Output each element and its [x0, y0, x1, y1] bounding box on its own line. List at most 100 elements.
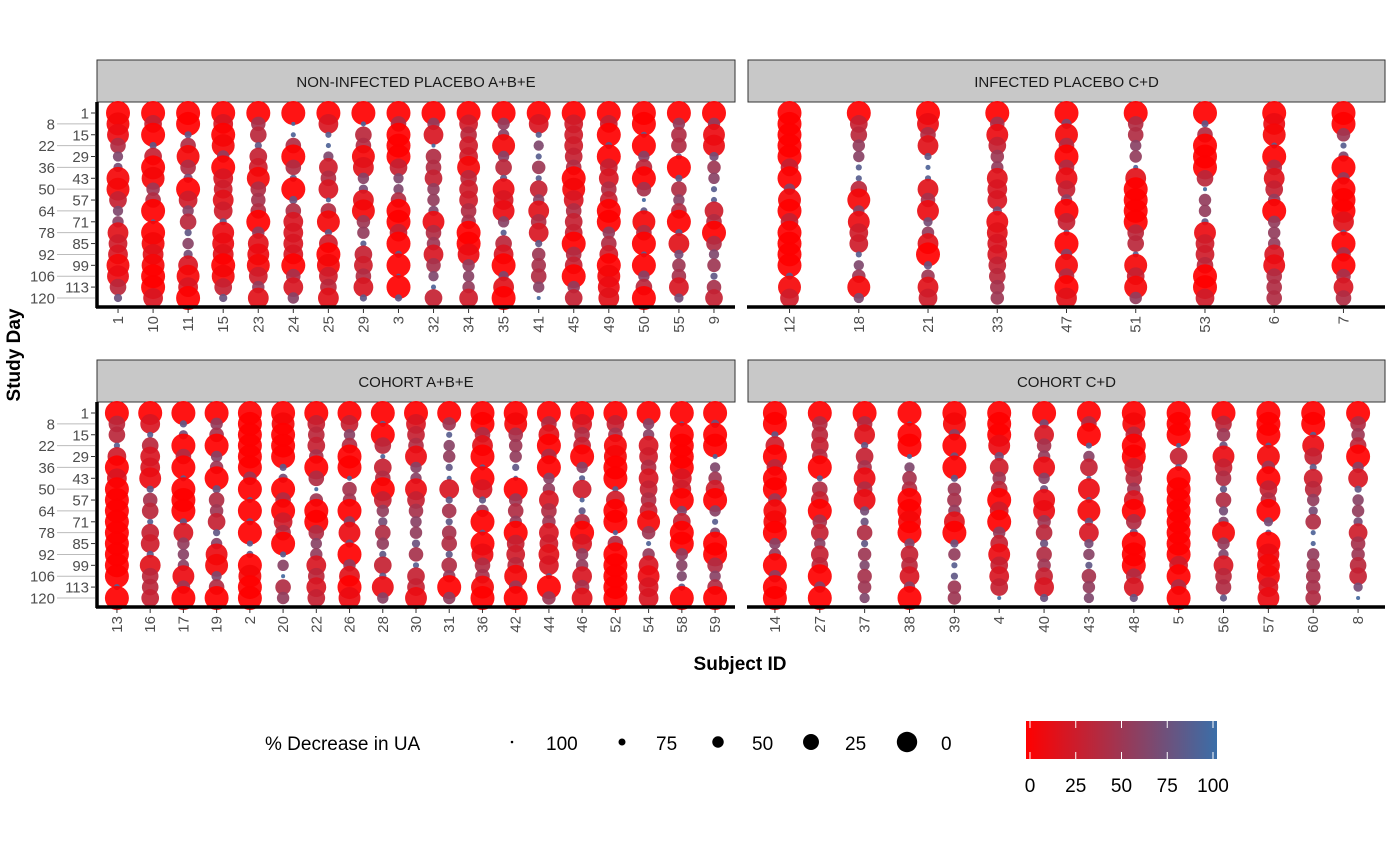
- data-point: [509, 450, 522, 463]
- data-point: [572, 533, 592, 554]
- size-legend-key: [896, 731, 918, 753]
- data-point: [816, 475, 823, 482]
- data-point: [1336, 128, 1351, 142]
- data-point: [855, 447, 874, 466]
- data-point: [985, 101, 1010, 125]
- data-point: [271, 531, 296, 556]
- data-point: [762, 586, 787, 610]
- data-point: [411, 539, 421, 548]
- data-point: [426, 258, 441, 273]
- data-point: [1057, 180, 1076, 199]
- data-point: [171, 586, 196, 610]
- data-point: [281, 101, 306, 125]
- data-point: [1215, 415, 1232, 433]
- data-point: [207, 512, 226, 531]
- data-point: [576, 461, 588, 474]
- data-point: [173, 522, 194, 543]
- data-point: [807, 498, 832, 523]
- panels: NON-INFECTED PLACEBO A+B+E1 10 11 15 23 24 25 2…: [30, 59, 1386, 633]
- data-point: [631, 286, 656, 310]
- data-point: [1198, 193, 1212, 207]
- data-point: [386, 275, 411, 300]
- data-point: [149, 142, 157, 150]
- data-point: [379, 550, 387, 559]
- data-point: [703, 586, 728, 610]
- data-point: [642, 418, 655, 430]
- size-legend-key: [618, 738, 626, 746]
- data-point: [1039, 539, 1049, 548]
- colorbar-label: 0: [1025, 776, 1036, 797]
- y-tick-label: 99: [72, 258, 89, 275]
- data-point: [636, 401, 661, 425]
- data-point: [859, 506, 870, 516]
- data-point: [990, 291, 1005, 305]
- data-point: [942, 455, 967, 480]
- panel: INFECTED PLACEBO C+D 12 18 21 33 47 51 53 6 7: [747, 59, 1386, 333]
- data-point: [1349, 567, 1367, 586]
- x-tick-label: 21: [920, 316, 937, 333]
- data-point: [674, 293, 684, 303]
- data-point: [378, 517, 388, 527]
- x-tick-label: 55: [671, 316, 688, 333]
- data-point: [598, 287, 620, 309]
- colorbar-label: 50: [1111, 776, 1132, 797]
- y-tick-label: 99: [72, 558, 89, 575]
- data-point: [237, 498, 262, 523]
- data-point: [360, 240, 367, 247]
- data-point: [474, 557, 491, 574]
- size-legend-label: 25: [845, 734, 866, 755]
- y-tick-label: 106: [30, 269, 55, 286]
- data-point: [210, 417, 223, 431]
- data-point: [669, 531, 694, 556]
- data-point: [807, 586, 832, 610]
- data-point: [1036, 546, 1052, 563]
- x-tick-label: 52: [607, 616, 624, 633]
- data-point: [579, 475, 586, 482]
- data-point: [703, 401, 728, 425]
- data-point: [1262, 123, 1286, 147]
- data-point: [1129, 593, 1138, 603]
- data-point: [638, 150, 650, 163]
- data-point: [445, 463, 453, 471]
- data-point: [1305, 579, 1321, 595]
- data-point: [1036, 438, 1052, 453]
- data-point: [491, 253, 516, 278]
- data-point: [508, 493, 523, 507]
- data-point: [603, 509, 628, 534]
- data-point: [445, 518, 453, 526]
- data-point: [578, 507, 586, 515]
- data-point: [310, 537, 322, 550]
- x-tick-label: 22: [308, 616, 325, 633]
- data-point: [109, 191, 127, 209]
- data-point: [1305, 514, 1321, 530]
- data-point: [675, 548, 689, 561]
- data-point: [507, 503, 524, 519]
- data-point: [942, 520, 967, 545]
- data-point: [360, 121, 366, 127]
- data-point: [386, 253, 411, 278]
- data-point: [470, 586, 495, 610]
- data-point: [460, 203, 477, 219]
- y-tick-label: 50: [38, 182, 55, 199]
- data-point: [1353, 582, 1363, 592]
- data-point: [1077, 478, 1100, 501]
- size-legend: 100 75 50 25 0: [510, 731, 952, 755]
- data-point: [703, 488, 728, 512]
- data-point: [1308, 506, 1318, 516]
- data-point: [631, 166, 656, 191]
- data-point: [897, 520, 922, 545]
- data-point: [906, 453, 913, 460]
- data-point: [571, 587, 593, 609]
- data-point: [853, 150, 865, 163]
- legend: % Decrease in UA 100 75 50 25 0 0 25 50 75 100: [265, 721, 1229, 797]
- data-point: [535, 153, 542, 160]
- data-point: [530, 268, 547, 285]
- data-point: [204, 433, 229, 458]
- data-point: [237, 586, 262, 610]
- data-point: [421, 101, 446, 125]
- data-point: [290, 132, 296, 138]
- y-tick-label: 120: [30, 290, 55, 307]
- data-point: [178, 190, 198, 210]
- data-point: [283, 277, 304, 297]
